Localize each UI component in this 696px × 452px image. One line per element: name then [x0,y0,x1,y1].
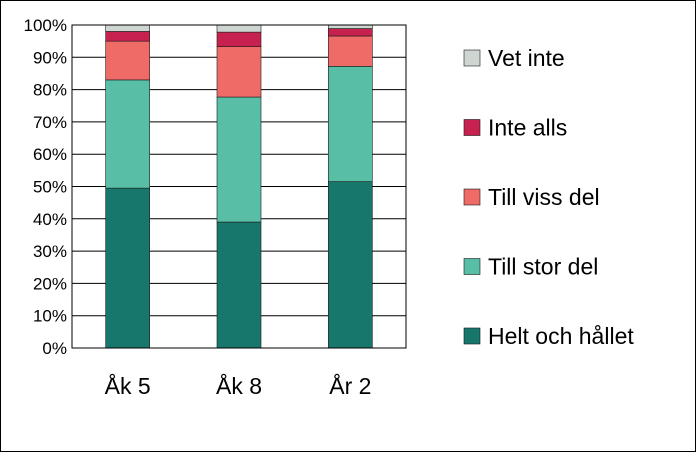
y-tick-label: 80% [33,81,67,100]
x-category-label: Åk 8 [216,372,262,399]
bar-segment-inte-alls [328,28,373,37]
y-tick-label: 90% [33,48,67,67]
legend-swatch-inte-alls [463,119,481,136]
legend-label-till-viss-del: Till viss del [488,184,600,210]
legend-label-till-stor-del: Till stor del [488,254,598,280]
plot-border [71,24,407,349]
y-tick-label: 10% [33,307,67,326]
legend-swatch-helt-och-hallet [463,327,481,345]
y-tick-label: 20% [33,274,67,293]
bar-segment-till-viss-del [216,46,262,98]
legend-swatch-vet-inte [463,49,481,67]
bar-segment-till-stor-del [216,96,262,223]
axes: 0% 10% 20% 30% 40% 50% 60% 70% 80% 90% 100% Åk 5 Åk … [24,16,407,399]
bar-segment-helt-och-hallet [216,221,262,349]
legend-label-vet-inte: Vet inte [488,45,565,71]
y-tick-label: 50% [33,178,67,197]
bar-segment-helt-och-hallet [328,181,373,349]
bar-segment-inte-alls [105,31,150,42]
bar-segment-till-stor-del [105,79,150,189]
legend-label-inte-alls: Inte alls [488,115,567,141]
bars [105,24,373,349]
legend-swatch-till-viss-del [463,188,481,206]
legend: Vet inte Inte alls Till viss del Till stor … [463,45,634,349]
bar-segment-helt-och-hallet [105,187,150,349]
legend-label-helt-och-hallet: Helt och hållet [488,323,634,349]
y-tick-label: 70% [33,113,67,132]
y-tick-label: 30% [33,242,67,261]
bar-segment-vet-inte [105,24,150,32]
bar-segment-till-viss-del [328,35,373,67]
bar-segment-vet-inte [328,24,373,29]
x-category-label: Åk 5 [105,372,151,399]
x-category-label: År 2 [329,372,371,399]
y-tick-label: 100% [24,16,67,35]
y-tick-label: 60% [33,145,67,164]
y-tick-label: 0% [42,339,67,358]
bar-segment-inte-alls [216,31,262,47]
legend-swatch-till-stor-del [463,258,481,275]
bar-segment-till-viss-del [105,40,150,81]
y-tick-label: 40% [33,210,67,229]
bar-segment-vet-inte [216,24,262,33]
bar-segment-till-stor-del [328,66,373,182]
